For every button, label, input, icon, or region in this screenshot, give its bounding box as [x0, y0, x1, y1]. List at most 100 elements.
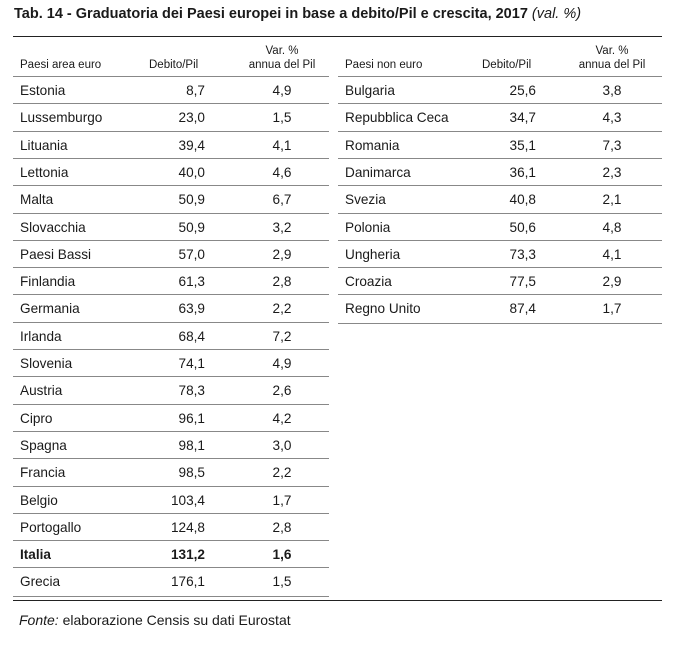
left-header-debt: Debito/Pil [149, 59, 199, 71]
country-cell: Grecia [20, 574, 61, 590]
debt-gdp-cell: 68,4 [178, 328, 205, 344]
table-row: Belgio 103,4 1,7 [13, 485, 329, 514]
gdp-growth-cell: 2,9 [602, 274, 622, 290]
table-row: Bulgaria 25,6 3,8 [338, 76, 662, 104]
debt-gdp-cell: 74,1 [178, 356, 205, 371]
table-row: Slovacchia 50,9 3,2 [13, 212, 329, 241]
gdp-growth-cell: 4,9 [272, 356, 292, 371]
debt-gdp-cell: 23,0 [178, 110, 205, 126]
gdp-growth-cell: 3,8 [602, 83, 622, 98]
table-row: Germania 63,9 2,2 [13, 294, 329, 322]
debt-gdp-cell: 50,9 [178, 192, 205, 208]
gdp-growth-cell: 4,6 [272, 164, 292, 180]
debt-gdp-cell: 36,1 [509, 164, 536, 180]
country-cell: Croazia [345, 274, 392, 290]
gdp-growth-cell: 7,2 [272, 328, 292, 344]
gdp-growth-cell: 2,2 [272, 301, 292, 317]
gdp-growth-cell: 4,3 [602, 110, 622, 126]
gdp-growth-cell: 1,5 [272, 110, 292, 126]
debt-gdp-cell: 87,4 [509, 301, 536, 317]
country-cell: Svezia [345, 192, 386, 208]
debt-gdp-cell: 77,5 [509, 274, 536, 290]
gdp-growth-cell: 2,8 [272, 519, 292, 535]
debt-gdp-cell: 8,7 [186, 83, 205, 98]
gdp-growth-cell: 3,0 [272, 437, 292, 453]
table-row: Danimarca 36,1 2,3 [338, 157, 662, 186]
country-cell: Germania [20, 301, 80, 317]
country-cell: Bulgaria [345, 83, 395, 98]
table-row: Romania 35,1 7,3 [338, 130, 662, 159]
country-cell: Cipro [20, 410, 53, 426]
debt-gdp-cell: 78,3 [178, 383, 205, 399]
country-cell: Lussemburgo [20, 110, 103, 126]
table-row: Portogallo 124,8 2,8 [13, 512, 329, 541]
gdp-growth-cell: 4,9 [272, 83, 292, 98]
gdp-growth-cell: 4,2 [272, 410, 292, 426]
debt-gdp-cell: 40,0 [178, 164, 205, 180]
debt-gdp-cell: 39,4 [178, 137, 205, 153]
source-note: Fonte: elaborazione Censis su dati Euros… [19, 612, 291, 628]
country-cell: Spagna [20, 437, 67, 453]
gdp-growth-cell: 2,1 [602, 192, 622, 208]
country-cell: Finlandia [20, 274, 76, 290]
country-cell: Repubblica Ceca [345, 110, 449, 126]
country-cell: Danimarca [345, 164, 411, 180]
gdp-growth-cell: 4,8 [602, 219, 622, 235]
country-cell: Lettonia [20, 164, 69, 180]
table-row: Spagna 98,1 3,0 [13, 430, 329, 459]
table-row: Paesi Bassi 57,0 2,9 [13, 239, 329, 268]
left-header-growth-line2: annua del Pil [248, 59, 316, 71]
table-row: Francia 98,5 2,2 [13, 458, 329, 486]
table-title: Tab. 14 - Graduatoria dei Paesi europei … [14, 6, 581, 22]
debt-gdp-cell: 35,1 [509, 137, 536, 153]
table-row: Irlanda 68,4 7,2 [13, 321, 329, 350]
debt-gdp-cell: 50,9 [178, 219, 205, 235]
right-header-growth-line1: Var. % [595, 45, 629, 57]
country-cell: Slovenia [20, 356, 73, 371]
table-row: Estonia 8,7 4,9 [13, 76, 329, 104]
gdp-growth-cell: 2,3 [602, 164, 622, 180]
country-cell: Estonia [20, 83, 66, 98]
table-row: Grecia 176,1 1,5 [13, 567, 329, 597]
country-cell: Irlanda [20, 328, 62, 344]
table-title-main: Tab. 14 - Graduatoria dei Paesi europei … [14, 6, 528, 22]
debt-gdp-cell: 98,5 [178, 465, 205, 481]
table-row: Repubblica Ceca 34,7 4,3 [338, 103, 662, 131]
gdp-growth-cell: 3,2 [272, 219, 292, 235]
table-row: Ungheria 73,3 4,1 [338, 239, 662, 268]
table-row: Regno Unito 87,4 1,7 [338, 294, 662, 324]
gdp-growth-cell: 1,6 [272, 547, 292, 563]
table-row: Finlandia 61,3 2,8 [13, 267, 329, 295]
debt-gdp-cell: 98,1 [178, 437, 205, 453]
gdp-growth-cell: 4,1 [272, 137, 292, 153]
table-row: Lussemburgo 23,0 1,5 [13, 103, 329, 131]
left-header-country: Paesi area euro [20, 59, 102, 71]
country-cell: Italia [20, 547, 51, 563]
debt-gdp-cell: 131,2 [170, 547, 205, 563]
source-text: elaborazione Censis su dati Eurostat [62, 612, 291, 628]
gdp-growth-cell: 6,7 [272, 192, 292, 208]
country-cell: Malta [20, 192, 54, 208]
table-title-unit: (val. %) [531, 6, 582, 22]
country-cell: Slovacchia [20, 219, 86, 235]
table-row: Austria 78,3 2,6 [13, 376, 329, 404]
debt-gdp-cell: 50,6 [509, 219, 536, 235]
debt-gdp-cell: 96,1 [178, 410, 205, 426]
debt-gdp-cell: 63,9 [178, 301, 205, 317]
table-row: Malta 50,9 6,7 [13, 185, 329, 213]
debt-gdp-cell: 176,1 [170, 574, 205, 590]
right-header-debt: Debito/Pil [482, 59, 532, 71]
table-row: Cipro 96,1 4,2 [13, 403, 329, 432]
debt-gdp-cell: 57,0 [178, 246, 205, 262]
debt-gdp-cell: 124,8 [170, 519, 205, 535]
country-cell: Francia [20, 465, 66, 481]
gdp-growth-cell: 2,2 [272, 465, 292, 481]
country-cell: Regno Unito [345, 301, 421, 317]
country-cell: Belgio [20, 492, 58, 508]
gdp-growth-cell: 1,5 [272, 574, 292, 590]
country-cell: Lituania [20, 137, 68, 153]
gdp-growth-cell: 2,9 [272, 246, 292, 262]
table-row: Slovenia 74,1 4,9 [13, 349, 329, 377]
left-header-growth: Var. % annua del Pil [236, 44, 328, 72]
debt-gdp-cell: 103,4 [170, 492, 205, 508]
